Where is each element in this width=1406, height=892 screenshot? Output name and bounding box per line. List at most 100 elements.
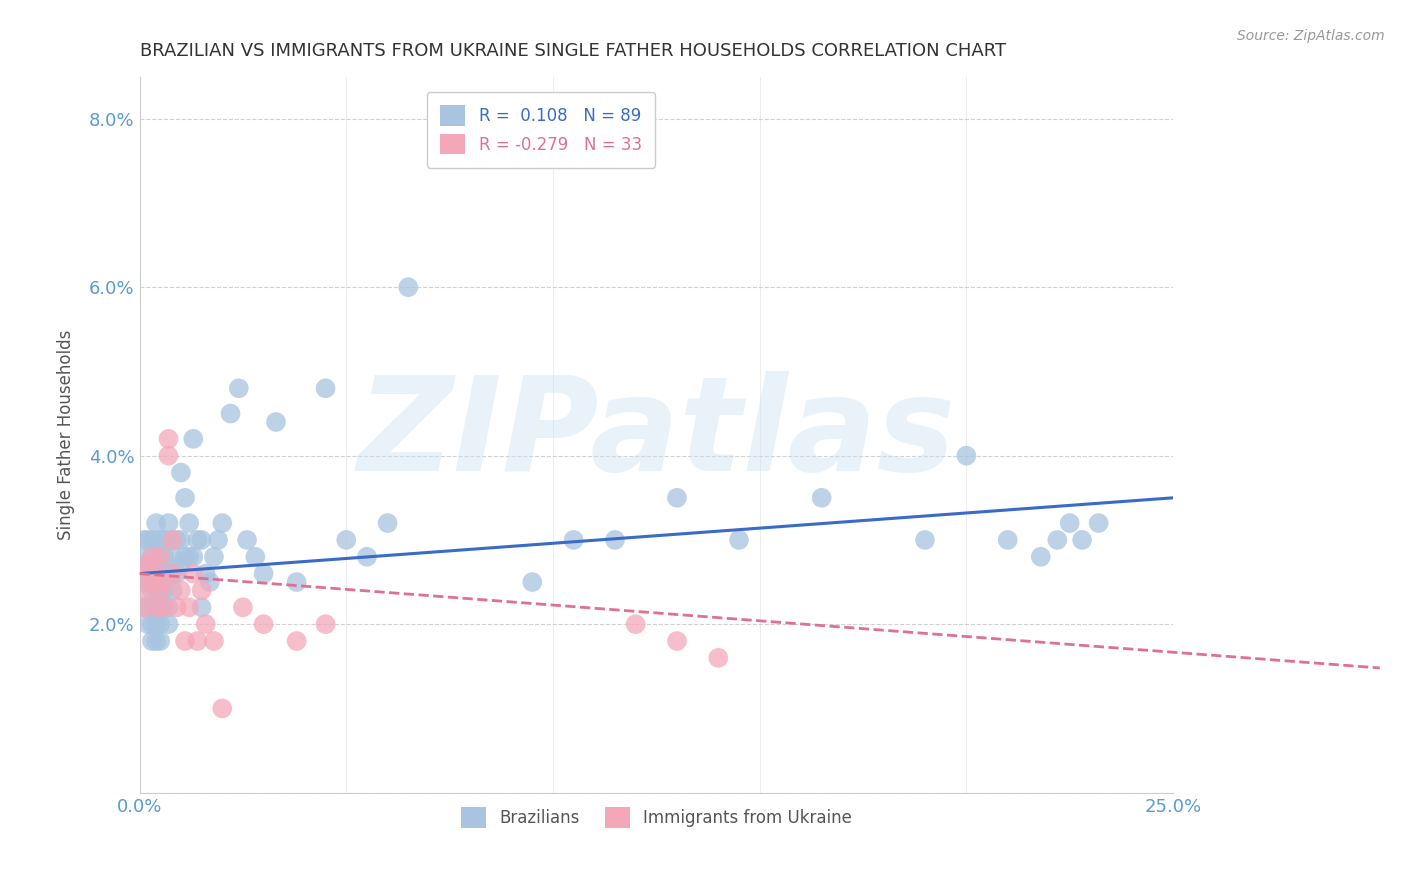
Point [141,566,163,581]
Point [132,600,155,615]
Point [162,549,184,564]
Point [285,575,308,590]
Point [149,533,172,547]
Point [136,600,159,615]
Point [157,600,180,615]
Point [174,549,197,564]
Point [377,516,399,530]
Point [245,549,267,564]
Point [252,566,274,581]
Point [174,634,197,648]
Point [562,533,585,547]
Point [136,549,159,564]
Y-axis label: Single Father Households: Single Father Households [58,329,75,540]
Point [145,549,167,564]
Point [136,617,159,632]
Point [153,566,176,581]
Point [153,600,176,615]
Point [132,575,155,590]
Point [157,432,180,446]
Point [141,549,163,564]
Point [194,566,217,581]
Point [522,575,544,590]
Point [141,617,163,632]
Point [153,575,176,590]
Point [665,491,688,505]
Point [136,558,159,573]
Point [157,449,180,463]
Point [145,566,167,581]
Point [211,516,233,530]
Point [149,600,172,615]
Point [181,549,204,564]
Point [190,533,212,547]
Point [132,600,155,615]
Point [665,634,688,648]
Point [162,566,184,581]
Point [141,583,163,598]
Point [162,566,184,581]
Point [252,617,274,632]
Point [145,583,167,598]
Point [132,566,155,581]
Point [149,549,172,564]
Point [315,381,337,395]
Point [162,583,184,598]
Point [149,549,172,564]
Point [157,566,180,581]
Point [194,617,217,632]
Point [141,533,163,547]
Point [179,516,201,530]
Point [145,634,167,648]
Point [624,617,647,632]
Point [232,600,254,615]
Point [136,558,159,573]
Point [707,651,730,665]
Point [149,617,172,632]
Point [149,583,172,598]
Point [997,533,1019,547]
Point [356,549,378,564]
Point [914,533,936,547]
Point [219,407,242,421]
Legend: Brazilians, Immigrants from Ukraine: Brazilians, Immigrants from Ukraine [454,801,859,834]
Point [1059,516,1081,530]
Text: ZIPatlas: ZIPatlas [357,371,956,498]
Point [396,280,419,294]
Point [162,533,184,547]
Point [186,533,208,547]
Point [141,575,163,590]
Point [145,516,167,530]
Point [132,558,155,573]
Point [141,634,163,648]
Point [141,600,163,615]
Point [141,549,163,564]
Point [603,533,626,547]
Point [190,600,212,615]
Point [955,449,977,463]
Point [202,634,225,648]
Point [810,491,832,505]
Point [190,583,212,598]
Point [153,600,176,615]
Point [264,415,287,429]
Point [181,432,204,446]
Point [170,558,193,573]
Point [157,516,180,530]
Point [228,381,250,395]
Point [170,466,193,480]
Point [149,583,172,598]
Point [179,549,201,564]
Text: BRAZILIAN VS IMMIGRANTS FROM UKRAINE SINGLE FATHER HOUSEHOLDS CORRELATION CHART: BRAZILIAN VS IMMIGRANTS FROM UKRAINE SIN… [139,42,1005,60]
Point [1087,516,1109,530]
Point [207,533,229,547]
Point [153,583,176,598]
Point [136,575,159,590]
Point [153,549,176,564]
Point [181,566,204,581]
Point [149,634,172,648]
Point [202,549,225,564]
Point [170,533,193,547]
Point [1046,533,1069,547]
Text: Source: ZipAtlas.com: Source: ZipAtlas.com [1237,29,1385,43]
